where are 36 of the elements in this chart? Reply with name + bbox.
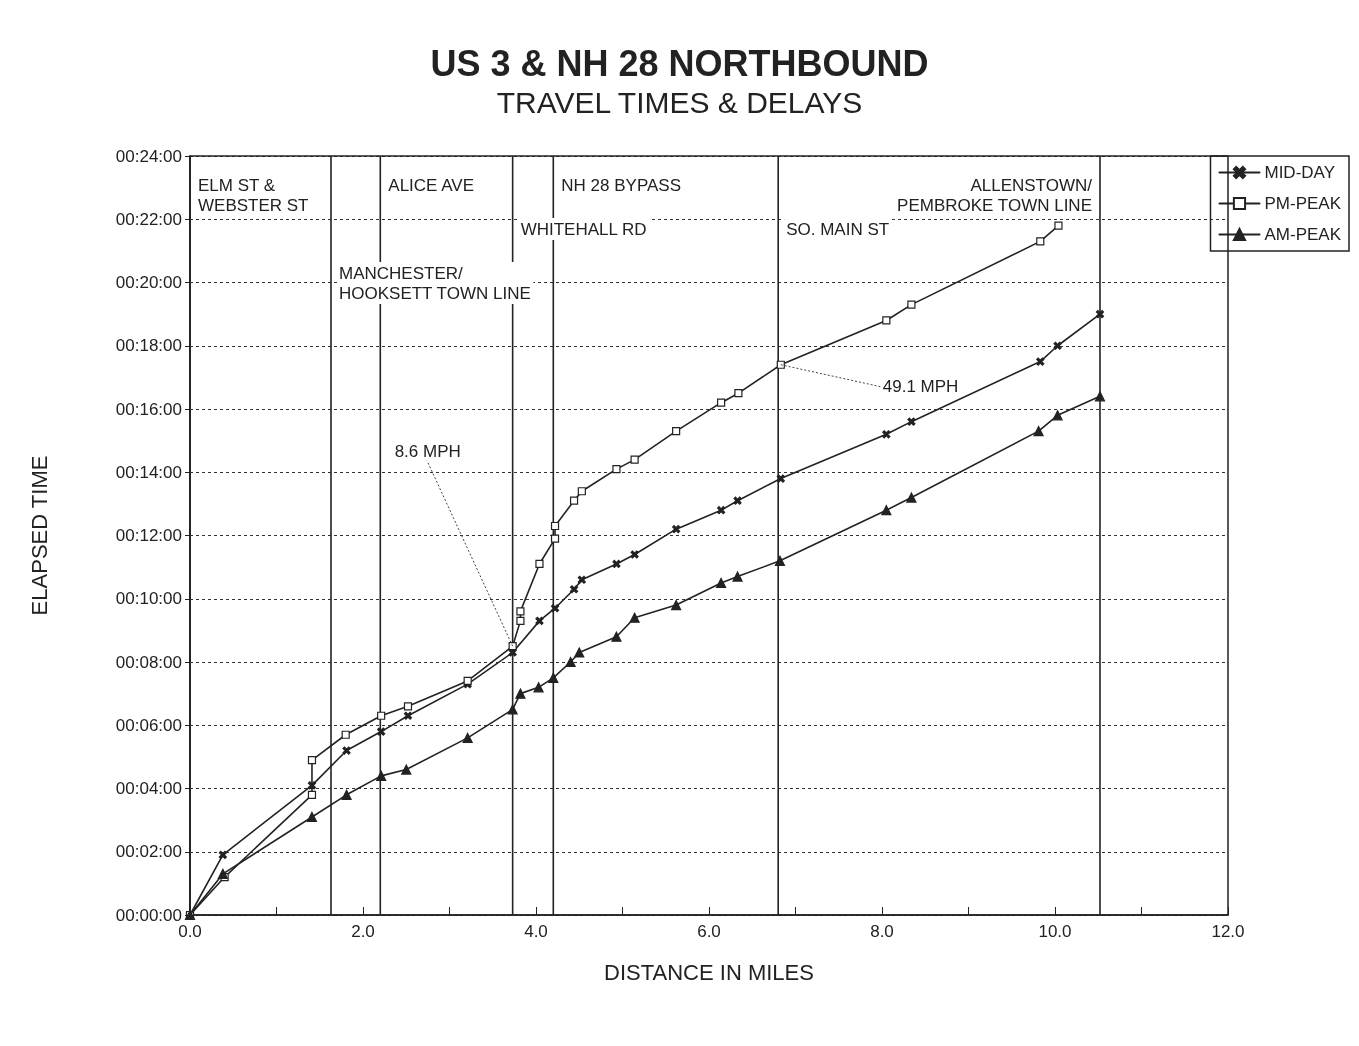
- y-tick-label: 00:06:00: [115, 715, 182, 735]
- x-tick-label: 12.0: [1211, 922, 1245, 941]
- ref-line-label: WHITEHALL RD: [520, 219, 647, 239]
- x-tick-label: 0.0: [178, 922, 202, 941]
- chart-subtitle: TRAVEL TIMES & DELAYS: [496, 85, 863, 119]
- ref-line-label: ALICE AVE: [388, 175, 474, 195]
- y-tick-label: 00:14:00: [115, 462, 182, 482]
- x-tick-label: 10.0: [1038, 922, 1072, 941]
- ref-line-label: NH 28 BYPASS: [561, 175, 681, 195]
- legend-label: PM-PEAK: [1264, 194, 1342, 213]
- y-tick-label: 00:10:00: [115, 589, 182, 609]
- y-tick-label: 00:08:00: [115, 652, 182, 672]
- y-tick-label: 00:18:00: [115, 336, 182, 356]
- x-tick-label: 4.0: [524, 922, 548, 941]
- ref-line-label: SO. MAIN ST: [786, 219, 890, 239]
- x-tick-label: 6.0: [697, 922, 721, 941]
- annotation: 8.6 MPH: [394, 441, 461, 461]
- y-tick-label: 00:04:00: [115, 779, 182, 798]
- chart-title: US 3 & NH 28 NORTHBOUND: [430, 42, 929, 84]
- y-tick-label: 00:24:00: [115, 146, 182, 166]
- x-axis-title: DISTANCE IN MILES: [604, 959, 814, 985]
- ref-line-label: ELM ST & WEBSTER ST: [198, 175, 309, 215]
- x-tick-label: 2.0: [351, 922, 375, 941]
- legend-label: AM-PEAK: [1264, 225, 1342, 244]
- y-tick-label: 00:20:00: [115, 273, 182, 292]
- y-tick-label: 00:12:00: [115, 526, 182, 545]
- y-tick-label: 00:16:00: [115, 399, 182, 419]
- annotation: 49.1 MPH: [882, 377, 959, 397]
- ref-line-label: MANCHESTER/ HOOKSETT TOWN LINE: [338, 263, 531, 303]
- y-tick-label: 00:00:00: [115, 905, 182, 925]
- legend-label: MID-DAY: [1264, 163, 1335, 182]
- y-tick-label: 00:22:00: [115, 209, 182, 229]
- y-axis-title: ELAPSED TIME: [26, 455, 52, 616]
- ref-line-label: ALLENSTOWN/ PEMBROKE TOWN LINE: [897, 175, 1093, 215]
- x-tick-label: 8.0: [870, 922, 894, 941]
- y-tick-label: 00:02:00: [115, 842, 182, 862]
